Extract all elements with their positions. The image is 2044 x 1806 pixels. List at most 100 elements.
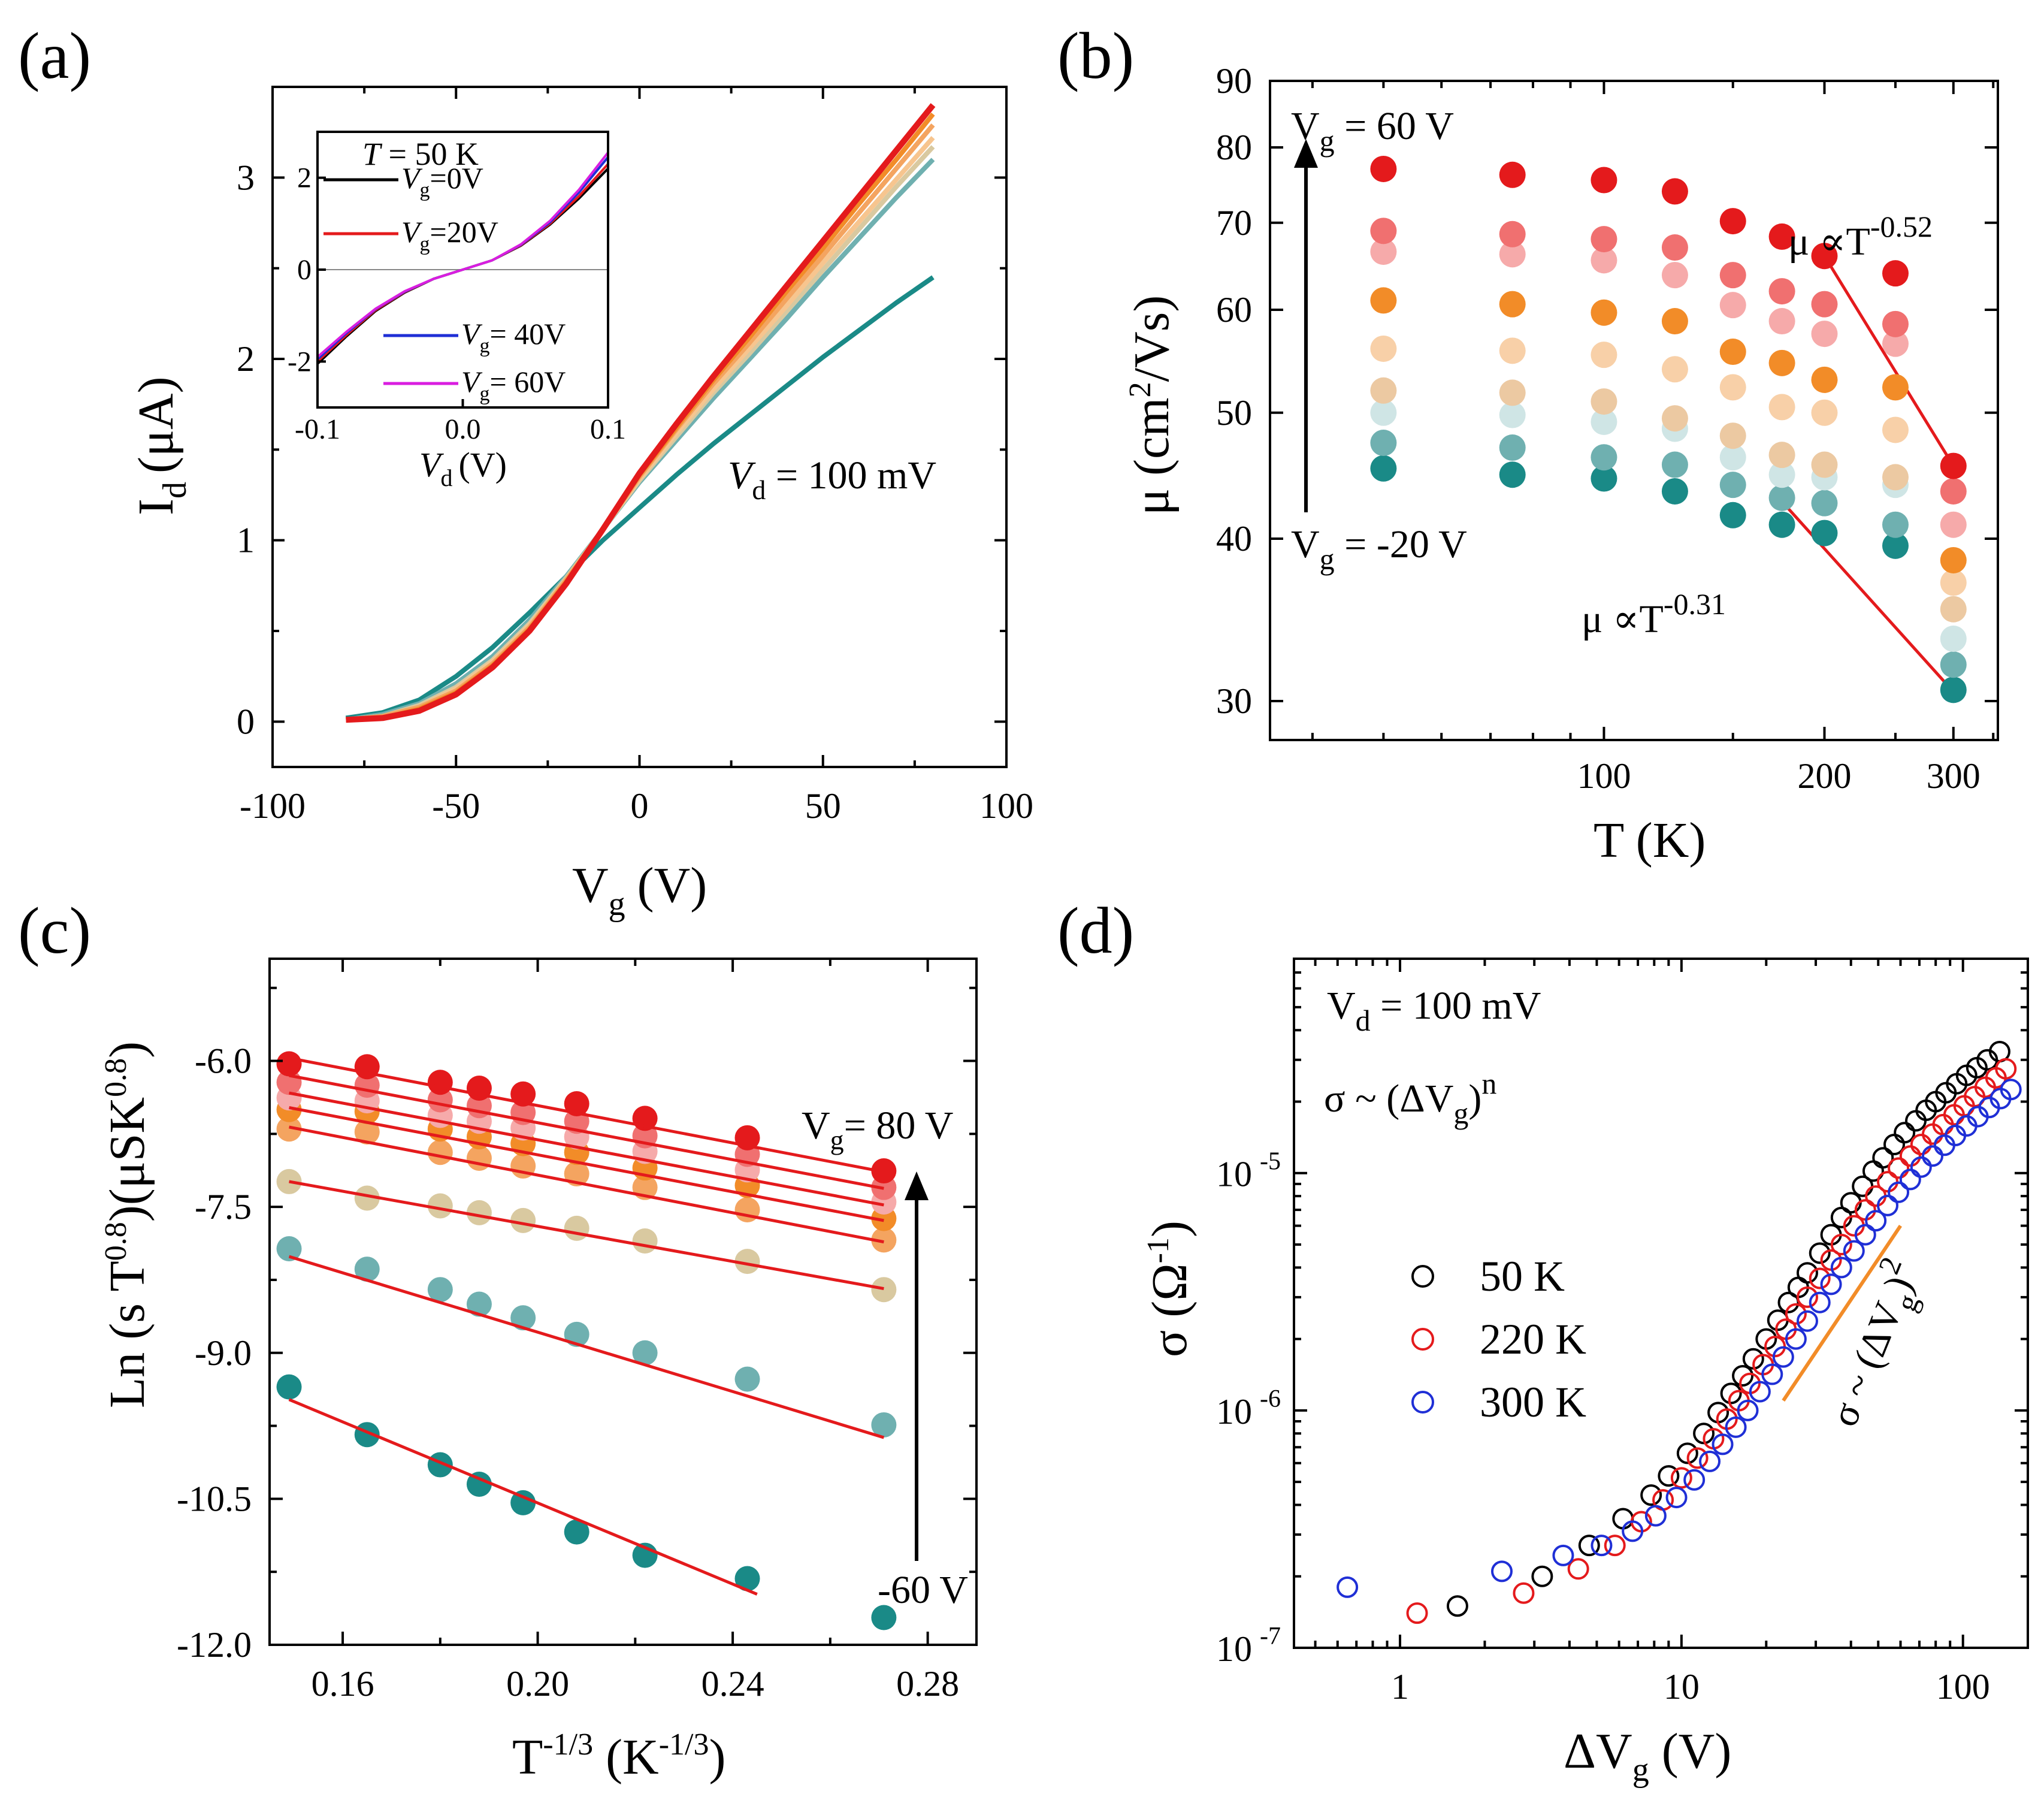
panel-d-point [1830,1233,1852,1255]
panel-c-arrow [905,1171,929,1561]
panel-b-point [1882,310,1909,337]
panel-d-point [1699,1450,1721,1472]
panel-b-point [1811,291,1838,318]
panel-c-point [871,1227,897,1253]
panel-d-point [1796,1286,1818,1308]
panel-b-annotation-fit-low: μ ∝T-0.31 [1582,587,1726,641]
panel-b-point [1882,374,1909,401]
panel-b-fit-line-2 [1771,490,1955,693]
panel-b-point [1768,278,1795,305]
panel-c-point [734,1249,760,1275]
panel-b-point [1661,451,1688,478]
panel-d-ytick-label: 10 [1216,1392,1252,1431]
panel-d-ticks: 1 10 100 10 -7 10 -6 10 -5 [1216,958,2028,1707]
panel-b-annotation-top: Vg = 60 V [1291,104,1454,158]
panel-a-series-line-1 [345,275,935,721]
panel-b-point [1882,464,1909,491]
panel-d-point [1591,1535,1613,1557]
panel-label-c: (c) [18,894,91,967]
panel-c-fit-line-3 [289,1091,884,1207]
panel-b-point [1661,178,1688,205]
panel-d-point [1761,1363,1783,1385]
panel-d-point [2000,1079,2022,1101]
panel-d-point [1531,1565,1553,1587]
panel-d-legend-marker-3 [1411,1391,1434,1414]
panel-d-point [1910,1156,1932,1178]
panel-c-ylabel: Ln (s T0.8)(μSK0.8) [99,1041,155,1408]
panel-d-legend-label-1: 50 K [1480,1252,1565,1300]
panel-d-point [1830,1257,1852,1279]
panel-a-xtick-label: 0 [631,786,649,826]
panel-b-point [1811,520,1838,546]
panel-d-point [1622,1520,1644,1542]
panel-d-point [1796,1310,1818,1332]
panel-c-point [276,1116,302,1142]
panel-a-ytick-label: 0 [237,702,255,741]
panel-b-point [1719,262,1746,289]
panel-c-ytick-label: -12.0 [177,1625,252,1665]
panel-b-ytick-label: 80 [1216,128,1252,167]
panel-b-ytick-label: 50 [1216,393,1252,433]
panel-d-annotation-quadratic: σ ~ (ΔVg)2 [1812,1252,1936,1436]
panel-b-point [1719,292,1746,319]
panel-b-point [1940,478,1967,505]
panel-a-plot [345,103,936,723]
panel-c-point [871,1277,897,1303]
panel-d-point [1446,1595,1468,1617]
panel-b-point [1768,394,1795,421]
inset-ytick-label: 0 [297,254,312,286]
panel-c-point [564,1215,589,1241]
panel-b-point [1499,401,1526,428]
panel-b-point [1661,234,1688,261]
panel-d-point [1865,1210,1887,1232]
inset-xlabel: Vd (V) [419,445,507,491]
panel-a-xtick-label: -100 [240,786,306,826]
panel-b-arrow [1294,139,1318,512]
panel-b-point [1370,335,1397,362]
panel-a-annotation-vd: Vd = 100 mV [728,454,936,505]
panel-d-annotation-power-law: σ ~ (ΔVg)n [1324,1067,1496,1130]
panel-d-point [1910,1133,1932,1155]
panel-b-point [1370,218,1397,244]
panel-c-fit-line-7 [288,1255,885,1439]
panel-d-frame [1293,958,2029,1649]
panel-c-point [734,1366,760,1392]
panel-b-point [1591,299,1617,326]
panel-b-xtick-label: 200 [1797,756,1851,796]
panel-b-plot [1370,155,1967,703]
panel-d-point [1337,1576,1359,1598]
panel-b-point [1591,465,1617,492]
panel-d-point [1490,1560,1513,1582]
panel-b-point [1940,452,1967,479]
panel-d-point [1876,1194,1898,1216]
panel-d-point [1670,1467,1692,1489]
panel-d-plot [1337,1040,2022,1624]
panel-c-fit-line-2 [289,1074,884,1190]
panel-c-xtick-label: 0.28 [896,1664,959,1704]
panel-c-ytick-label: -7.5 [195,1187,252,1227]
panel-d-point [1854,1224,1876,1246]
panel-a-series-line-7 [346,103,936,723]
panel-c-point [564,1091,589,1116]
panel-c-xtick-label: 0.16 [312,1664,374,1704]
panel-b-point [1591,342,1617,369]
panel-a-xtick-label: -50 [432,786,480,826]
panel-b-point [1940,651,1967,678]
panel-d-point [1725,1416,1747,1438]
panel-c-fit-line-8 [288,1398,758,1596]
panel-d-point [1406,1602,1428,1624]
panel-d-ylabel: σ (Ω-1) [1141,1221,1198,1357]
panel-c-fit-line-4 [289,1106,884,1222]
panel-c-point [466,1145,492,1171]
panel-c-point [427,1140,453,1165]
inset-xtick-label: 0.1 [590,413,626,445]
panel-b-point [1719,208,1746,235]
panel-d-point [1686,1447,1709,1469]
panel-d-point [1567,1558,1589,1580]
panel-c-point [466,1291,492,1317]
panel-d-point [1872,1147,1894,1169]
panel-d-point [1894,1122,1916,1144]
panel-d-point [1644,1505,1667,1527]
panel-b-point [1811,490,1838,517]
panel-b-point [1768,511,1795,538]
